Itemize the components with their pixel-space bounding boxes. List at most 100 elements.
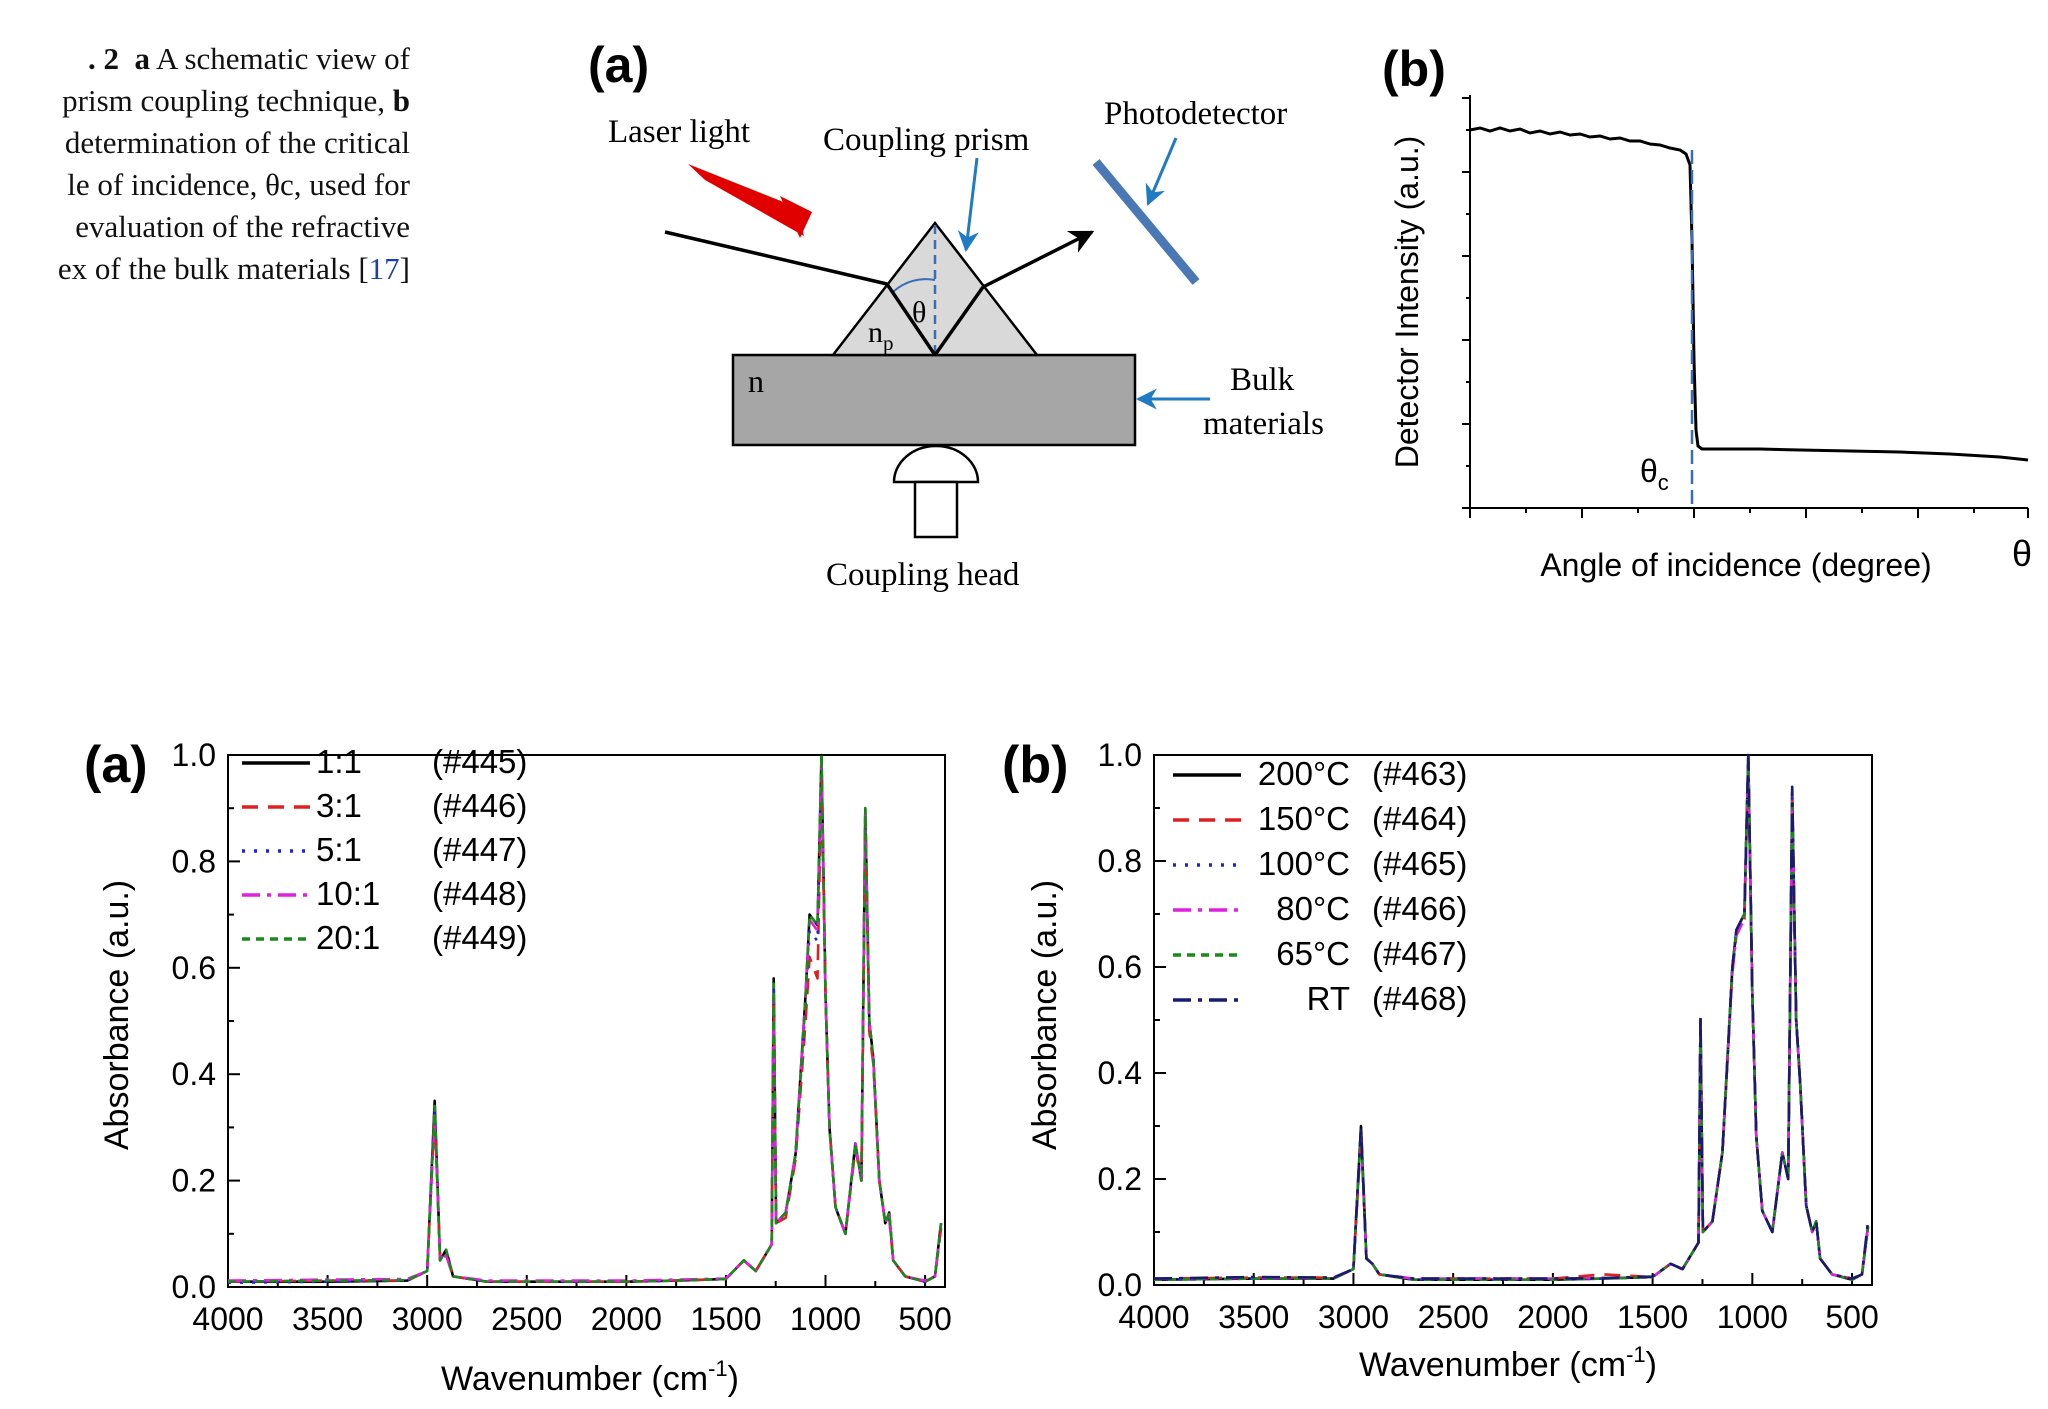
caption-line-1: . 2 a A schematic view of bbox=[0, 38, 410, 80]
laser-arrow-body bbox=[688, 164, 804, 236]
coupling-head-stem bbox=[913, 480, 959, 539]
prism-index-n: n bbox=[868, 316, 883, 349]
y-tick-label-b: 1.0 bbox=[1098, 737, 1142, 773]
ftir-a-plot-area: 4000 3500 3000 2500 2000 1500 1000 500 0.0 0.2 0.4… bbox=[172, 737, 952, 1337]
x-tick-label-a: 3500 bbox=[292, 1301, 363, 1337]
x-tick-label-a: 4000 bbox=[192, 1301, 263, 1337]
x-tick-label-b: 2000 bbox=[1517, 1299, 1588, 1335]
x-tick-label-a: 1000 bbox=[790, 1301, 861, 1337]
y-tick-label-a: 0.4 bbox=[172, 1056, 216, 1092]
coupling-prism-label: Coupling prism bbox=[823, 122, 1030, 158]
ftir-a-x-label-end: ) bbox=[728, 1360, 739, 1398]
coupling-head-dome bbox=[892, 444, 980, 484]
beam-out-prism bbox=[933, 285, 985, 357]
photodetector-label: Photodetector bbox=[1104, 96, 1287, 132]
x-tick-label-b: 3000 bbox=[1318, 1299, 1389, 1335]
x-tick-label-b: 1500 bbox=[1617, 1299, 1688, 1335]
caption-line-4: le of incidence, θc, used for bbox=[67, 167, 410, 202]
ftir-chart-a: (a) 4000 3500 3000 2500 2000 1500 1000 500 0.0 0.… bbox=[84, 736, 952, 1398]
caption-label-b: b bbox=[392, 83, 410, 118]
ftir-a-x-label: Wavenumber (cm-1) bbox=[441, 1356, 739, 1398]
bulk-index-label: n bbox=[748, 363, 764, 399]
y-tick-label-a: 0.6 bbox=[172, 950, 216, 986]
ftir-b-x-label: Wavenumber (cm-1) bbox=[1359, 1342, 1657, 1384]
legend-sample-id-a-4: (#449) bbox=[432, 919, 527, 956]
y-tick-label-b: 0.4 bbox=[1098, 1055, 1142, 1091]
caption-fig-number: . 2 bbox=[88, 41, 119, 76]
ftir-b-x-label-main: Wavenumber (cm bbox=[1359, 1346, 1626, 1384]
ftir-a-y-label: Absorbance (a.u.) bbox=[98, 880, 136, 1150]
critical-angle-subscript: c bbox=[1658, 470, 1669, 495]
series-line-b-4 bbox=[1153, 753, 1870, 1281]
x-tick-label-b: 1000 bbox=[1717, 1299, 1788, 1335]
legend-sample-id-b-0: (#463) bbox=[1372, 755, 1467, 792]
caption-reference-link[interactable]: 17 bbox=[368, 251, 400, 286]
caption-bracket-close: ] bbox=[399, 251, 410, 286]
y-tick-label-a: 0.0 bbox=[172, 1269, 216, 1305]
x-tick-label-b: 3500 bbox=[1218, 1299, 1289, 1335]
critical-angle-label: θc bbox=[1640, 453, 1669, 495]
legend-label-a-0: 1:1 bbox=[316, 743, 362, 780]
laser-arrow-head bbox=[780, 196, 812, 238]
critical-angle-plot: (b) bbox=[1382, 41, 2032, 583]
x-tick-label-b: 500 bbox=[1825, 1299, 1878, 1335]
intensity-curve bbox=[1469, 126, 2029, 462]
legend-label-a-1: 3:1 bbox=[316, 787, 362, 824]
x-tick-label-a: 2000 bbox=[591, 1301, 662, 1337]
legend-label-b-5: RT bbox=[1307, 980, 1350, 1017]
x-tick-label-a: 3000 bbox=[392, 1301, 463, 1337]
legend-label-a-2: 5:1 bbox=[316, 831, 362, 868]
ftir-chart-b: (b) 4000 3500 3000 2500 2000 1500 1000 500 0.0 0.… bbox=[1002, 736, 1879, 1384]
caption-line-6: ex of the bulk materials [17] bbox=[0, 248, 410, 290]
series-line-b-5 bbox=[1153, 753, 1870, 1280]
caption-text-6: ex of the bulk materials [ bbox=[57, 251, 369, 286]
y-tick-label-b: 0.2 bbox=[1098, 1161, 1142, 1197]
bulk-material-block bbox=[731, 353, 1137, 447]
x-tick-label-b: 4000 bbox=[1118, 1299, 1189, 1335]
legend-label-b-3: 80°C bbox=[1276, 890, 1350, 927]
legend-sample-id-b-3: (#466) bbox=[1372, 890, 1467, 927]
legend-sample-id-b-4: (#467) bbox=[1372, 935, 1467, 972]
critical-angle-theta: θ bbox=[1640, 453, 1658, 489]
critical-plot-x-ticks bbox=[1469, 508, 2029, 518]
photodetector-pointer bbox=[1145, 137, 1178, 206]
caption-line-5: evaluation of the refractive bbox=[75, 209, 410, 244]
legend-sample-id-a-3: (#448) bbox=[432, 875, 527, 912]
ftir-b-plot-area: 4000 3500 3000 2500 2000 1500 1000 500 0.0 0.2 0.4… bbox=[1098, 737, 1879, 1335]
legend-label-b-1: 150°C bbox=[1258, 800, 1350, 837]
bulk-label-line-2: materials bbox=[1203, 406, 1324, 442]
legend-label-a-3: 10:1 bbox=[316, 875, 380, 912]
ftir-b-x-label-end: ) bbox=[1646, 1346, 1657, 1384]
incident-beam bbox=[664, 230, 888, 286]
legend-label-b-2: 100°C bbox=[1258, 845, 1350, 882]
y-tick-label-b: 0.0 bbox=[1098, 1267, 1142, 1303]
x-tick-label-a: 2500 bbox=[491, 1301, 562, 1337]
y-tick-label-a: 0.2 bbox=[172, 1163, 216, 1199]
critical-plot-y-label: Detector Intensity (a.u.) bbox=[1389, 136, 1425, 469]
caption-line-3: determination of the critical bbox=[64, 125, 410, 160]
x-tick-label-a: 500 bbox=[898, 1301, 951, 1337]
laser-light-label: Laser light bbox=[608, 114, 750, 150]
legend-sample-id-b-2: (#465) bbox=[1372, 845, 1467, 882]
x-tick-label-a: 1500 bbox=[690, 1301, 761, 1337]
legend-sample-id-b-5: (#468) bbox=[1372, 980, 1467, 1017]
reflected-beam bbox=[982, 230, 1095, 289]
caption-text-2: prism coupling technique, bbox=[62, 83, 393, 118]
critical-plot-panel-label: (b) bbox=[1382, 41, 1446, 97]
prism-pointer bbox=[957, 157, 979, 253]
y-tick-label-a: 0.8 bbox=[172, 843, 216, 879]
ftir-b-y-label: Absorbance (a.u.) bbox=[1026, 880, 1064, 1150]
legend-sample-id-a-2: (#447) bbox=[432, 831, 527, 868]
legend-sample-id-a-1: (#446) bbox=[432, 787, 527, 824]
ftir-b-x-label-sup: -1 bbox=[1626, 1342, 1646, 1367]
critical-plot-x-label: Angle of incidence (degree) bbox=[1540, 547, 1931, 583]
legend-label-b-0: 200°C bbox=[1258, 755, 1350, 792]
ftir-a-panel-label: (a) bbox=[84, 736, 148, 794]
critical-plot-x-symbol: θ bbox=[2012, 533, 2032, 574]
series-line-a-4 bbox=[227, 753, 943, 1283]
x-tick-label-b: 2500 bbox=[1418, 1299, 1489, 1335]
legend-sample-id-b-1: (#464) bbox=[1372, 800, 1467, 837]
caption-label-a: a bbox=[134, 41, 151, 76]
photodetector-plate bbox=[1092, 159, 1200, 285]
theta-symbol: θ bbox=[912, 296, 926, 329]
